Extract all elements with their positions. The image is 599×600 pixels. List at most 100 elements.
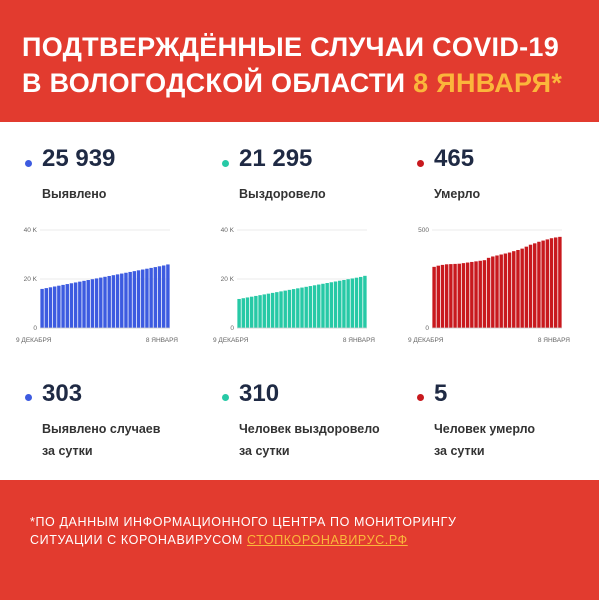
recovered-bar	[329, 282, 334, 328]
detected-daily-dot-icon	[25, 394, 32, 401]
recovered-bar	[350, 278, 355, 328]
died-bar	[449, 264, 453, 328]
detected-bar	[115, 274, 120, 328]
detected-bar	[157, 266, 162, 328]
stat-column-died: 465 Умерло 0 500 9 ДЕКАБРЯ 8 ЯНВАРЯ 5 Челов…	[392, 122, 587, 480]
recovered-daily: 310	[239, 380, 280, 407]
died-bar	[499, 254, 503, 328]
died-bar	[440, 264, 445, 328]
died-dot-icon	[417, 160, 424, 167]
died-bar	[453, 263, 457, 328]
died-bar	[503, 253, 508, 328]
recovered-dot-icon	[222, 160, 229, 167]
detected-bar	[57, 285, 61, 328]
recovered-bar	[245, 297, 250, 328]
detected-label: Выявлено	[42, 187, 107, 201]
recovered-bar	[304, 286, 308, 328]
title-date: 8 ЯНВАРЯ*	[413, 68, 563, 98]
detected-bar	[124, 272, 128, 328]
recovered-xstart-label: 9 ДЕКАБРЯ	[213, 337, 249, 344]
recovered-bar	[346, 279, 350, 328]
stat-column-detected: 25 939 Выявлено 0 20 K 40 K 9 ДЕКАБРЯ 8 ЯНВА…	[0, 122, 195, 480]
detected-bar	[94, 278, 99, 328]
recovered-bar	[312, 285, 317, 328]
recovered-daily-label-suffix: за сутки	[239, 444, 290, 458]
died-bar	[482, 260, 487, 328]
died-xend-label: 8 ЯНВАРЯ	[538, 337, 570, 344]
died-bar	[553, 237, 558, 328]
title-region: В ВОЛОГОДСКОЙ ОБЛАСТИ	[22, 68, 406, 98]
recovered-bar	[275, 292, 279, 328]
detected-bar	[161, 265, 166, 328]
recovered-bar	[342, 279, 346, 328]
recovered-bar	[283, 290, 287, 328]
recovered-bar	[296, 288, 300, 328]
recovered-bar	[300, 287, 304, 328]
died-bar	[474, 261, 478, 328]
detected-chart: 0 20 K 40 K 9 ДЕКАБРЯ 8 ЯНВАРЯ	[16, 227, 178, 344]
stats-card: 25 939 Выявлено 0 20 K 40 K 9 ДЕКАБРЯ 8 ЯНВА…	[0, 122, 599, 480]
detected-bar	[52, 286, 57, 328]
recovered-chart: 0 20 K 40 K 9 ДЕКАБРЯ 8 ЯНВАРЯ	[213, 227, 375, 344]
detected-daily: 303	[42, 380, 83, 407]
detected-xend-label: 8 ЯНВАРЯ	[146, 337, 178, 344]
detected-bar	[103, 276, 107, 328]
recovered-xend-label: 8 ЯНВАРЯ	[343, 337, 375, 344]
died-ytick-label: 0	[425, 325, 429, 332]
detected-ytick-label: 0	[33, 325, 37, 332]
recovered-bar	[363, 275, 367, 328]
footer-source-link[interactable]: СТОПКОРОНАВИРУС.РФ	[246, 533, 408, 547]
died-chart: 0 500 9 ДЕКАБРЯ 8 ЯНВАРЯ	[408, 227, 570, 344]
died-bar	[486, 257, 491, 328]
recovered-bar	[325, 283, 329, 328]
died-ytick-label: 500	[418, 227, 429, 234]
died-bar	[516, 249, 520, 328]
recovered-label: Выздоровело	[239, 187, 326, 201]
died-bar	[507, 252, 512, 328]
detected-bar	[145, 268, 149, 328]
detected-bar	[99, 277, 103, 328]
died-bar	[537, 241, 541, 328]
detected-bar	[69, 283, 74, 328]
died-bar	[512, 251, 516, 328]
died-bar	[470, 261, 474, 328]
detected-ytick-label: 40 K	[24, 227, 38, 234]
died-bar	[457, 263, 461, 328]
detected-bar	[107, 275, 111, 328]
detected-bar	[166, 264, 170, 328]
recovered-bar	[291, 289, 296, 328]
died-bar	[524, 246, 529, 328]
detected-bar	[132, 271, 137, 328]
footer-source-text: СИТУАЦИИ С КОРОНАВИРУСОМ	[30, 533, 243, 547]
recovered-bar	[237, 298, 241, 328]
recovered-ytick-label: 0	[230, 325, 234, 332]
died-bar	[533, 243, 537, 328]
recovered-bar	[287, 289, 292, 328]
recovered-bar	[308, 286, 313, 328]
died-daily: 5	[434, 380, 448, 407]
detected-total: 25 939	[42, 145, 116, 172]
detected-bar	[120, 273, 124, 328]
detected-bar	[61, 284, 65, 328]
died-bar	[495, 255, 499, 328]
footer-source-line-2: СИТУАЦИИ С КОРОНАВИРУСОМ СТОПКОРОНАВИРУС…	[30, 533, 408, 547]
recovered-ytick-label: 20 K	[221, 276, 235, 283]
detected-daily-label-suffix: за сутки	[42, 444, 93, 458]
died-bar	[549, 238, 554, 328]
detected-bar	[90, 279, 95, 328]
died-bar	[478, 260, 482, 328]
died-xstart-label: 9 ДЕКАБРЯ	[408, 337, 444, 344]
recovered-bar	[354, 277, 359, 328]
detected-bar	[86, 280, 90, 328]
detected-bar	[136, 270, 141, 328]
died-bar	[520, 248, 524, 328]
recovered-bar	[270, 292, 275, 328]
detected-bar	[82, 280, 86, 328]
detected-bar	[111, 275, 116, 328]
recovered-total: 21 295	[239, 145, 313, 172]
died-bar	[436, 265, 441, 328]
died-bar	[541, 240, 545, 328]
died-bar	[465, 262, 470, 328]
detected-daily-label: Выявлено случаев	[42, 422, 161, 436]
stat-column-recovered: 21 295 Выздоровело 0 20 K 40 K 9 ДЕКАБРЯ 8 Я…	[197, 122, 392, 480]
